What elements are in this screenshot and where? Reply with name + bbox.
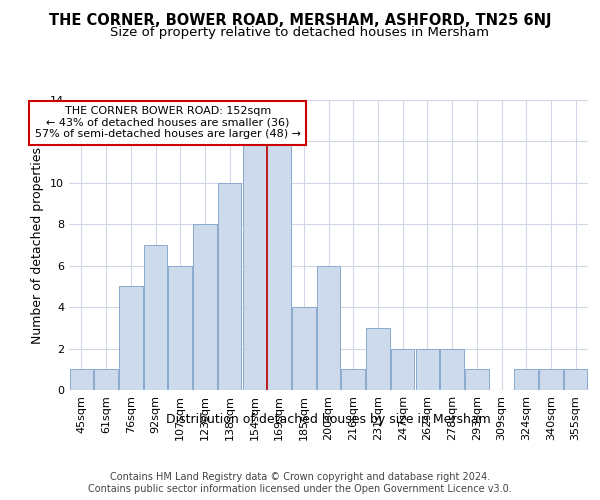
Text: Distribution of detached houses by size in Mersham: Distribution of detached houses by size …: [166, 412, 491, 426]
Bar: [242, 142, 266, 390]
Bar: [366, 328, 389, 390]
Bar: [144, 245, 167, 390]
Bar: [440, 348, 464, 390]
Text: Size of property relative to detached houses in Mersham: Size of property relative to detached ho…: [110, 26, 490, 39]
Bar: [169, 266, 192, 390]
Bar: [70, 370, 93, 390]
Bar: [341, 370, 365, 390]
Text: THE CORNER BOWER ROAD: 152sqm
← 43% of detached houses are smaller (36)
57% of s: THE CORNER BOWER ROAD: 152sqm ← 43% of d…: [35, 106, 301, 140]
Bar: [292, 307, 316, 390]
Bar: [193, 224, 217, 390]
Bar: [416, 348, 439, 390]
Bar: [317, 266, 340, 390]
Bar: [268, 142, 291, 390]
Bar: [94, 370, 118, 390]
Bar: [514, 370, 538, 390]
Bar: [218, 183, 241, 390]
Bar: [564, 370, 587, 390]
Y-axis label: Number of detached properties: Number of detached properties: [31, 146, 44, 344]
Text: Contains HM Land Registry data © Crown copyright and database right 2024.: Contains HM Land Registry data © Crown c…: [110, 472, 490, 482]
Bar: [539, 370, 563, 390]
Bar: [465, 370, 488, 390]
Bar: [391, 348, 415, 390]
Text: Contains public sector information licensed under the Open Government Licence v3: Contains public sector information licen…: [88, 484, 512, 494]
Bar: [119, 286, 143, 390]
Text: THE CORNER, BOWER ROAD, MERSHAM, ASHFORD, TN25 6NJ: THE CORNER, BOWER ROAD, MERSHAM, ASHFORD…: [49, 12, 551, 28]
